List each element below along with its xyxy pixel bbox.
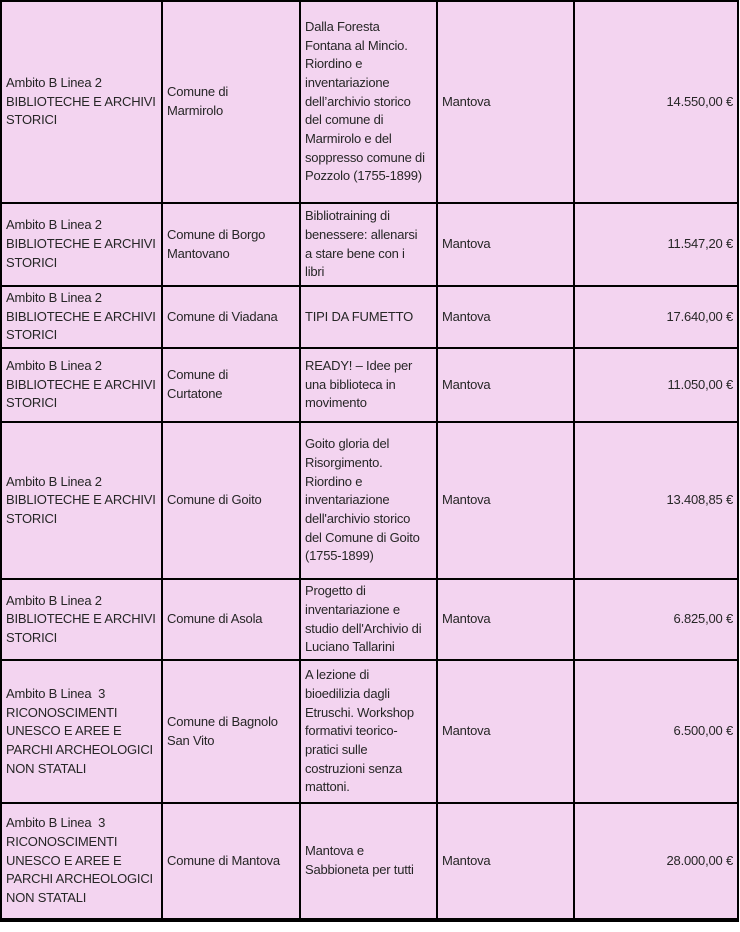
table-row: Ambito B Linea 3 RICONOSCIMENTI UNESCO E… bbox=[0, 659, 739, 805]
cell-importo: 6.500,00 € bbox=[573, 659, 739, 805]
cell-importo: 11.547,20 € bbox=[573, 202, 739, 287]
cell-comune: Comune di Marmirolo bbox=[161, 0, 301, 204]
table-row: Ambito B Linea 2 BIBLIOTECHE E ARCHIVI S… bbox=[0, 578, 739, 662]
cell-importo: 14.550,00 € bbox=[573, 0, 739, 204]
cell-provincia: Mantova bbox=[436, 202, 575, 287]
cell-ambito: Ambito B Linea 2 BIBLIOTECHE E ARCHIVI S… bbox=[0, 421, 163, 581]
table-row: Ambito B Linea 2 BIBLIOTECHE E ARCHIVI S… bbox=[0, 347, 739, 424]
cell-progetto: A lezione di bioedilizia dagli Etruschi.… bbox=[299, 659, 438, 805]
cell-progetto: Goito gloria del Risorgimento. Riordino … bbox=[299, 421, 438, 581]
cell-progetto: Bibliotraining di benessere: allenarsi a… bbox=[299, 202, 438, 287]
cell-progetto: Dalla Foresta Fontana al Mincio. Riordin… bbox=[299, 0, 438, 204]
cell-comune: Comune di Mantova bbox=[161, 802, 301, 923]
cell-provincia: Mantova bbox=[436, 0, 575, 204]
cell-ambito: Ambito B Linea 2 BIBLIOTECHE E ARCHIVI S… bbox=[0, 347, 163, 424]
cell-comune: Comune di Goito bbox=[161, 421, 301, 581]
cell-importo: 28.000,00 € bbox=[573, 802, 739, 923]
cell-provincia: Mantova bbox=[436, 284, 575, 350]
cell-progetto: Mantova e Sabbioneta per tutti bbox=[299, 802, 438, 923]
cell-provincia: Mantova bbox=[436, 347, 575, 424]
cell-importo: 17.640,00 € bbox=[573, 284, 739, 350]
cell-ambito: Ambito B Linea 2 BIBLIOTECHE E ARCHIVI S… bbox=[0, 284, 163, 350]
table-row: Ambito B Linea 2 BIBLIOTECHE E ARCHIVI S… bbox=[0, 421, 739, 581]
cell-progetto: READY! – Idee per una biblioteca in movi… bbox=[299, 347, 438, 424]
cell-progetto: Progetto di inventariazione e studio del… bbox=[299, 578, 438, 662]
table-row: Ambito B Linea 3 RICONOSCIMENTI UNESCO E… bbox=[0, 802, 739, 923]
cell-ambito: Ambito B Linea 2 BIBLIOTECHE E ARCHIVI S… bbox=[0, 0, 163, 204]
cell-importo: 13.408,85 € bbox=[573, 421, 739, 581]
cell-progetto: TIPI DA FUMETTO bbox=[299, 284, 438, 350]
cell-provincia: Mantova bbox=[436, 802, 575, 923]
cell-comune: Comune di Curtatone bbox=[161, 347, 301, 424]
cell-importo: 6.825,00 € bbox=[573, 578, 739, 662]
table-row: Ambito B Linea 2 BIBLIOTECHE E ARCHIVI S… bbox=[0, 202, 739, 287]
cell-ambito: Ambito B Linea 3 RICONOSCIMENTI UNESCO E… bbox=[0, 802, 163, 923]
cell-provincia: Mantova bbox=[436, 659, 575, 805]
cell-ambito: Ambito B Linea 2 BIBLIOTECHE E ARCHIVI S… bbox=[0, 578, 163, 662]
table-row: Ambito B Linea 2 BIBLIOTECHE E ARCHIVI S… bbox=[0, 0, 739, 204]
cell-comune: Comune di Asola bbox=[161, 578, 301, 662]
cell-comune: Comune di Viadana bbox=[161, 284, 301, 350]
cell-ambito: Ambito B Linea 2 BIBLIOTECHE E ARCHIVI S… bbox=[0, 202, 163, 287]
cell-provincia: Mantova bbox=[436, 578, 575, 662]
table-row: Ambito B Linea 2 BIBLIOTECHE E ARCHIVI S… bbox=[0, 284, 739, 350]
cell-importo: 11.050,00 € bbox=[573, 347, 739, 424]
cell-comune: Comune di Borgo Mantovano bbox=[161, 202, 301, 287]
cell-ambito: Ambito B Linea 3 RICONOSCIMENTI UNESCO E… bbox=[0, 659, 163, 805]
cell-provincia: Mantova bbox=[436, 421, 575, 581]
cell-comune: Comune di Bagnolo San Vito bbox=[161, 659, 301, 805]
